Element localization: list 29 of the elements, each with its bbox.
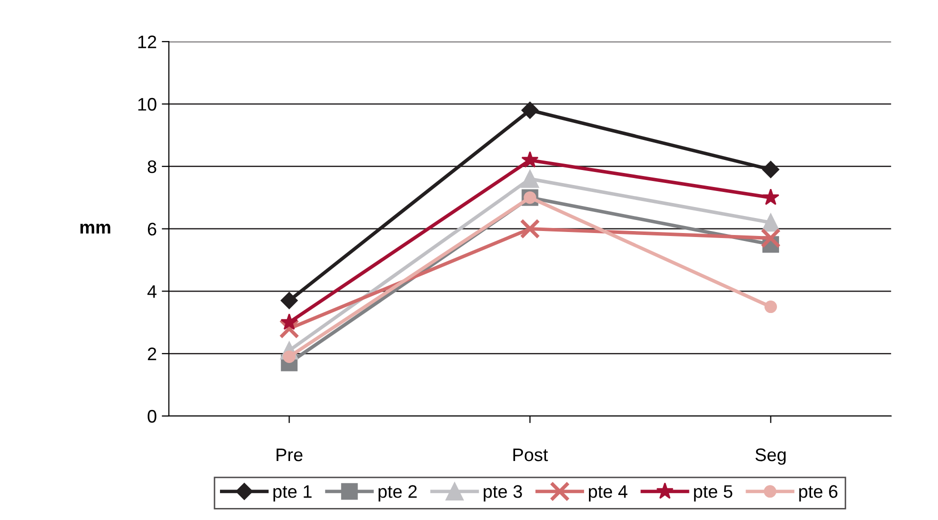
point — [280, 313, 298, 330]
point — [280, 292, 298, 310]
x-tick-label: Seg — [755, 448, 786, 465]
point — [521, 151, 539, 168]
point — [762, 160, 780, 178]
y-axis-title: mm — [80, 224, 110, 234]
point — [279, 318, 300, 339]
point — [764, 300, 777, 314]
y-tick-label: 6 — [148, 222, 156, 236]
point — [762, 214, 780, 232]
y-tick-label: 0 — [148, 410, 156, 423]
point — [762, 188, 780, 206]
y-tick-label: 12 — [138, 36, 156, 48]
point — [520, 170, 539, 188]
point — [760, 228, 781, 248]
point — [521, 102, 539, 119]
y-tick-label: 10 — [138, 98, 156, 111]
legend-label: pte 2 — [378, 485, 417, 502]
y-tick-label: 4 — [147, 285, 157, 298]
x-tick-label: Post — [513, 448, 548, 462]
legend-label: pte 1 — [273, 485, 312, 502]
y-tick-label: 2 — [148, 348, 156, 360]
legend-label: pte 3 — [484, 485, 522, 502]
legend-label: pte 4 — [588, 485, 628, 502]
legend-label: pte 6 — [799, 485, 838, 502]
legend-label: pte 5 — [694, 485, 732, 502]
x-tick-label: Pre — [276, 448, 302, 462]
point — [520, 218, 540, 239]
y-tick-label: 8 — [148, 160, 156, 174]
